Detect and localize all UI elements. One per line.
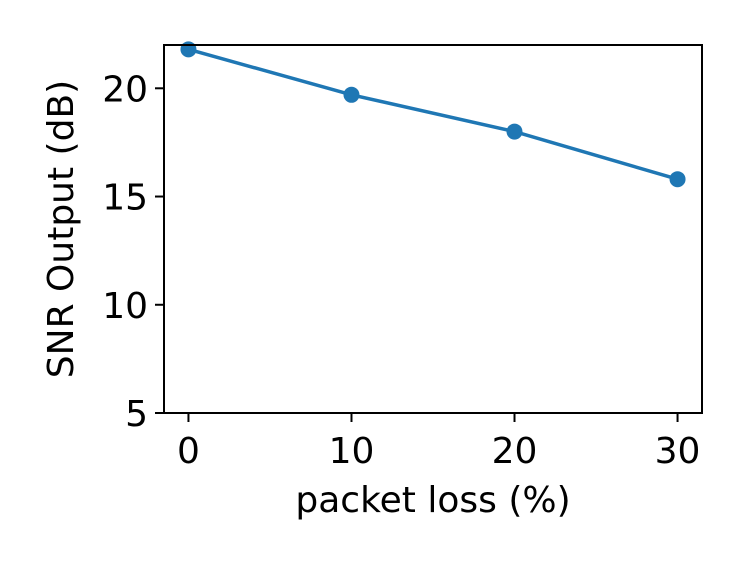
y-tick-label: 20 [102, 69, 148, 110]
y-axis-label: SNR Output (dB) [41, 80, 82, 378]
y-tick-label: 15 [102, 178, 148, 219]
series-line [187, 47, 679, 181]
data-point [180, 41, 197, 58]
x-tick-label: 0 [177, 431, 200, 472]
axes: 0 10 20 30 5 10 15 20 [102, 44, 703, 472]
x-tick-label: 20 [492, 431, 538, 472]
y-tick-label: 10 [102, 286, 148, 327]
data-point [669, 171, 686, 188]
plot-frame [163, 44, 703, 414]
y-tick-label: 5 [125, 394, 148, 435]
plot-area [180, 41, 686, 188]
data-point [506, 123, 523, 140]
x-tick-label: 10 [329, 431, 375, 472]
x-axis-label: packet loss (%) [295, 480, 570, 521]
data-point [343, 86, 360, 103]
x-tick-label: 30 [655, 431, 701, 472]
